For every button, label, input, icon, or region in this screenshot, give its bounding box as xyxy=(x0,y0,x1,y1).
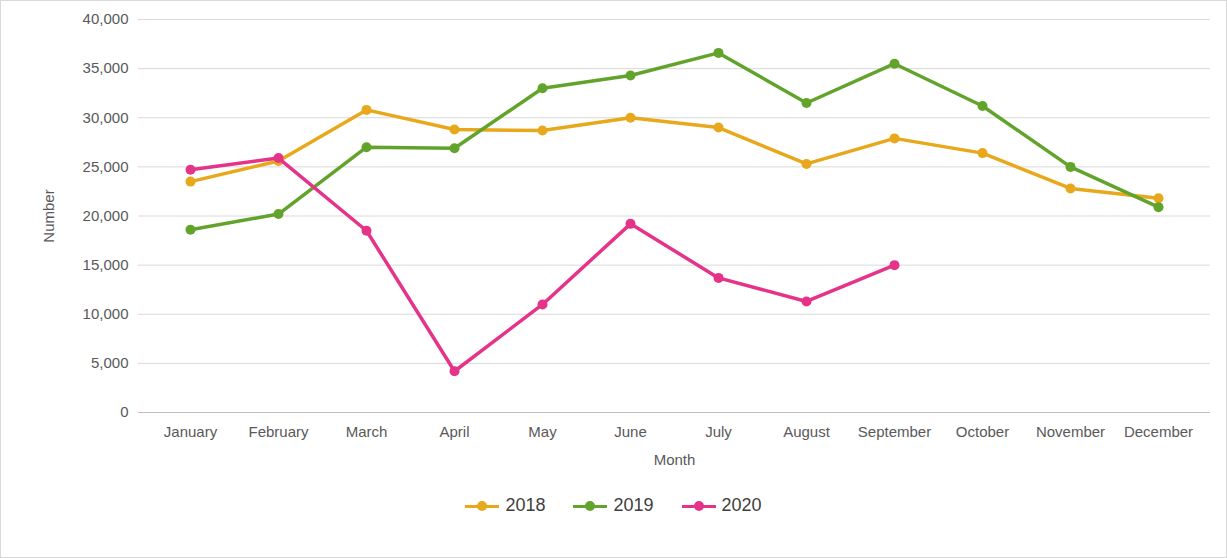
svg-text:0: 0 xyxy=(120,403,128,420)
svg-text:May: May xyxy=(528,423,557,440)
svg-text:Number: Number xyxy=(40,189,57,242)
svg-text:10,000: 10,000 xyxy=(83,305,129,322)
svg-text:20,000: 20,000 xyxy=(83,207,129,224)
svg-text:November: November xyxy=(1036,423,1105,440)
svg-text:5,000: 5,000 xyxy=(91,354,129,371)
svg-text:March: March xyxy=(346,423,388,440)
svg-text:January: January xyxy=(164,423,218,440)
svg-text:December: December xyxy=(1124,423,1193,440)
svg-text:February: February xyxy=(248,423,309,440)
svg-text:30,000: 30,000 xyxy=(83,109,129,126)
svg-text:35,000: 35,000 xyxy=(83,59,129,76)
svg-text:40,000: 40,000 xyxy=(83,10,129,27)
html-text:2019: 2019 xyxy=(613,495,654,515)
svg-text:15,000: 15,000 xyxy=(83,256,129,273)
svg-text:25,000: 25,000 xyxy=(83,158,129,175)
svg-text:June: June xyxy=(614,423,647,440)
svg-text:October: October xyxy=(956,423,1009,440)
html-text:2020: 2020 xyxy=(721,495,762,515)
html-text:2018: 2018 xyxy=(505,495,546,515)
svg-text:April: April xyxy=(439,423,469,440)
svg-text:August: August xyxy=(783,423,831,440)
svg-text:July: July xyxy=(705,423,732,440)
svg-text:September: September xyxy=(858,423,931,440)
svg-text:Month: Month xyxy=(654,451,696,468)
